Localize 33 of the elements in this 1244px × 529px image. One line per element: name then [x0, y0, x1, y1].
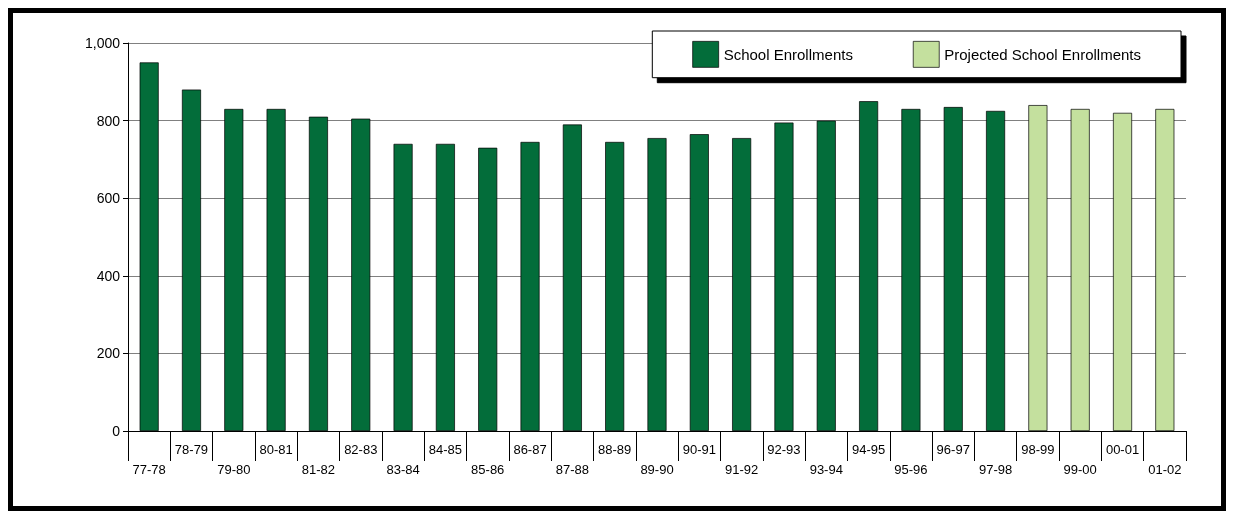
x-tick-label: 92-93 — [767, 441, 801, 457]
y-tick-label: 0 — [112, 423, 121, 439]
x-tick-label: 88-89 — [598, 441, 632, 457]
x-tick-label: 01-02 — [1148, 461, 1182, 477]
legend-label: Projected School Enrollments — [944, 45, 1141, 63]
y-tick-label: 400 — [96, 267, 121, 284]
x-tick-label: 93-94 — [809, 461, 843, 477]
x-tick-label: 98-99 — [1021, 441, 1055, 457]
x-tick-label: 86-87 — [513, 441, 547, 457]
x-tick-label: 94-95 — [851, 441, 886, 457]
x-tick-label: 87-88 — [555, 461, 589, 477]
x-tick-label: 77-78 — [132, 461, 166, 477]
x-tick-label: 80-81 — [259, 441, 293, 457]
y-tick-label: 600 — [96, 190, 121, 207]
y-tick-label: 800 — [96, 112, 121, 129]
x-tick-label: 84-85 — [428, 441, 463, 457]
x-tick-label: 83-84 — [386, 461, 420, 477]
x-tick-label: 99-00 — [1063, 461, 1097, 477]
x-tick-label: 95-96 — [894, 461, 928, 477]
x-tick-label: 82-83 — [344, 441, 378, 457]
x-tick-label: 85-86 — [471, 461, 505, 477]
x-tick-label: 78-79 — [174, 441, 209, 457]
x-tick-label: 90-91 — [682, 441, 716, 457]
y-tick-label: 1,000 — [84, 35, 121, 51]
y-tick-label: 200 — [96, 345, 121, 362]
x-tick-label: 96-97 — [936, 441, 970, 457]
x-tick-label: 00-01 — [1105, 441, 1140, 457]
legend-label: School Enrollments — [723, 45, 853, 63]
x-tick-label: 79-80 — [217, 461, 251, 477]
x-tick-label: 89-90 — [640, 461, 674, 477]
x-tick-label: 97-98 — [978, 461, 1013, 477]
x-tick-label: 81-82 — [301, 461, 336, 477]
x-tick-label: 91-92 — [725, 461, 759, 477]
